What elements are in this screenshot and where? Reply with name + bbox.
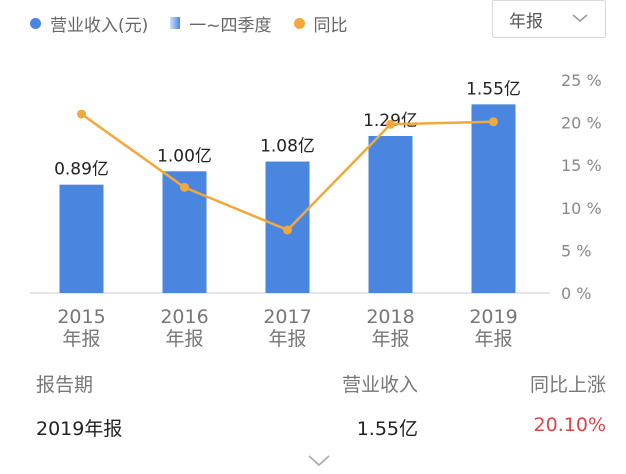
bar-data-label: 1.08亿 bbox=[260, 137, 315, 157]
y2-tick-label: 20 % bbox=[561, 114, 602, 133]
bar-data-label: 1.55亿 bbox=[466, 79, 521, 99]
x-tick-label: 年报 bbox=[268, 328, 306, 350]
row-yoy: 20.10% bbox=[533, 414, 606, 436]
bar bbox=[59, 184, 104, 293]
yoy-point bbox=[386, 119, 395, 129]
yoy-point bbox=[283, 225, 292, 235]
header-period: 报告期 bbox=[36, 374, 94, 396]
y2-tick-label: 0 % bbox=[561, 284, 591, 303]
legend-yoy-dot bbox=[293, 17, 305, 29]
legend-revenue-dot bbox=[30, 17, 41, 29]
summary-table: 报告期 营业收入 同比上涨 2019年报 1.55亿 20.10% bbox=[0, 360, 626, 448]
legend-yoy[interactable]: 同比 bbox=[293, 11, 348, 36]
x-tick-label: 年报 bbox=[165, 328, 203, 350]
table-row: 2019年报 1.55亿 20.10% bbox=[0, 404, 626, 448]
bar-data-label: 1.00亿 bbox=[157, 146, 212, 166]
row-revenue: 1.55亿 bbox=[356, 418, 418, 440]
y2-tick-label: 5 % bbox=[561, 241, 591, 260]
legend-yoy-label: 同比 bbox=[313, 15, 348, 36]
chart-legend: 营业收入(元) 一~四季度 同比 bbox=[30, 8, 370, 38]
chevron-down-icon bbox=[572, 14, 588, 22]
x-tick-label: 年报 bbox=[62, 328, 100, 350]
legend-quarters-label: 一~四季度 bbox=[189, 15, 272, 36]
legend-quarters-icon bbox=[170, 17, 181, 29]
table-header-row: 报告期 营业收入 同比上涨 bbox=[0, 360, 626, 404]
expand-chevron-icon[interactable] bbox=[306, 452, 332, 468]
period-select-value: 年报 bbox=[509, 11, 543, 32]
yoy-point bbox=[180, 182, 189, 192]
y2-tick-label: 25 % bbox=[561, 71, 602, 90]
legend-quarters[interactable]: 一~四季度 bbox=[170, 11, 272, 36]
x-tick-label: 2015 bbox=[57, 306, 105, 328]
x-tick-label: 2018 bbox=[366, 306, 414, 328]
x-tick-label: 2017 bbox=[263, 306, 311, 328]
x-tick-label: 2016 bbox=[160, 306, 208, 328]
x-tick-label: 年报 bbox=[371, 328, 409, 350]
row-period: 2019年报 bbox=[36, 418, 123, 440]
header-yoy: 同比上涨 bbox=[529, 374, 606, 396]
revenue-chart: 25 %20 %15 %10 %5 %0 %0.89亿2015年报1.00亿20… bbox=[30, 71, 602, 350]
legend-revenue[interactable]: 营业收入(元) bbox=[30, 11, 148, 36]
y2-tick-label: 15 % bbox=[561, 156, 602, 175]
x-tick-label: 2019 bbox=[469, 306, 517, 328]
period-select[interactable]: 年报 bbox=[492, 0, 606, 38]
y2-tick-label: 10 % bbox=[561, 199, 602, 218]
bar bbox=[471, 104, 516, 293]
yoy-point bbox=[489, 117, 498, 127]
bar bbox=[368, 135, 413, 293]
x-tick-label: 年报 bbox=[474, 328, 512, 350]
header-revenue: 营业收入 bbox=[341, 374, 418, 396]
legend-revenue-label: 营业收入(元) bbox=[50, 15, 149, 36]
yoy-point bbox=[77, 109, 86, 119]
bar-data-label: 0.89亿 bbox=[54, 160, 109, 180]
